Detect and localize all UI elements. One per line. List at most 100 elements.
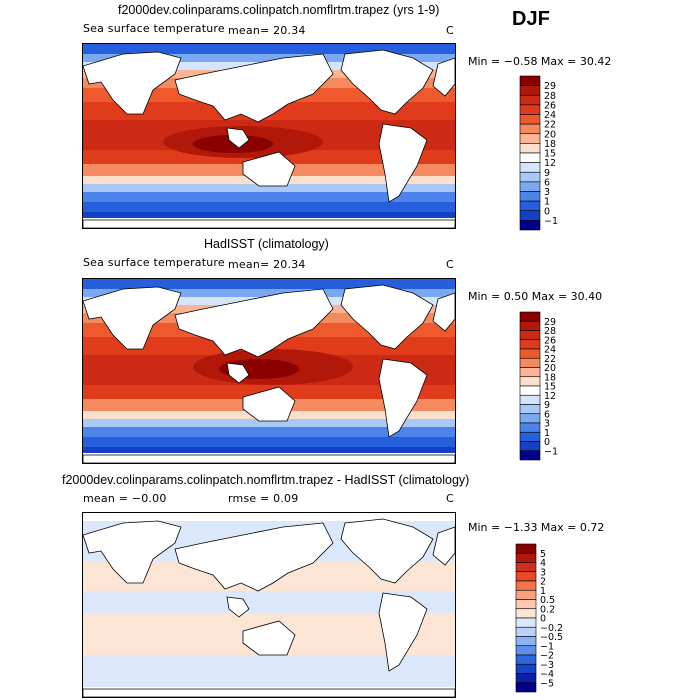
colorbar-swatch bbox=[515, 663, 537, 674]
colorbar-swatch bbox=[519, 191, 541, 202]
colorbar-swatch bbox=[515, 626, 537, 637]
panel3-colorbar: 5 4 3 2 1 0.5 0.2 0 −0.2 −0.5 −1 −2 −3 −4 −5 bbox=[515, 543, 580, 693]
colorbar-tick-label: 20 bbox=[544, 129, 556, 140]
colorbar-swatch bbox=[519, 385, 541, 396]
colorbar-swatch bbox=[519, 210, 541, 221]
colorbar-tick-label: 28 bbox=[544, 91, 556, 102]
panel1-minmax: Min = −0.58 Max = 30.42 bbox=[468, 55, 612, 68]
colorbar-swatch bbox=[519, 348, 541, 359]
colorbar-tick-label: −0.2 bbox=[540, 623, 563, 634]
colorbar-tick-label: 15 bbox=[544, 382, 556, 393]
colorbar-tick-label: 6 bbox=[544, 409, 550, 420]
colorbar-tick-label: 26 bbox=[544, 100, 556, 111]
colorbar-swatch bbox=[519, 162, 541, 173]
colorbar-swatch bbox=[519, 85, 541, 96]
colorbar-swatch bbox=[519, 357, 541, 368]
colorbar-swatch bbox=[519, 413, 541, 424]
colorbar-swatch bbox=[519, 171, 541, 183]
colorbar-tick-label: 0 bbox=[544, 437, 550, 448]
colorbar-swatch bbox=[519, 143, 541, 154]
colorbar-tick-label: 18 bbox=[544, 139, 556, 150]
colorbar-tick-label: 0.2 bbox=[540, 604, 555, 615]
colorbar-swatch bbox=[515, 562, 537, 573]
colorbar-swatch bbox=[519, 181, 541, 192]
panel2-variable-label: Sea surface temperature bbox=[83, 256, 225, 269]
colorbar-tick-label: 3 bbox=[540, 567, 546, 578]
colorbar-tick-label: 0 bbox=[540, 614, 546, 625]
colorbar-tick-label: 29 bbox=[544, 317, 556, 328]
panel2-map bbox=[82, 278, 456, 464]
season-label: DJF bbox=[512, 8, 550, 30]
panel1-units: C bbox=[446, 24, 454, 37]
colorbar-swatch bbox=[519, 114, 541, 125]
colorbar-swatch bbox=[519, 104, 541, 115]
colorbar-tick-label: 24 bbox=[544, 345, 556, 356]
colorbar-tick-label: 0 bbox=[544, 206, 550, 217]
colorbar-tick-label: 20 bbox=[544, 363, 556, 374]
colorbar-swatch bbox=[519, 441, 541, 452]
colorbar-swatch bbox=[519, 422, 541, 433]
colorbar-swatch bbox=[515, 673, 537, 684]
panel2-sst-field bbox=[83, 279, 455, 463]
colorbar-tick-label: 22 bbox=[544, 120, 556, 131]
colorbar-tick-label: 6 bbox=[544, 177, 550, 188]
colorbar-tick-label: −2 bbox=[540, 651, 554, 662]
colorbar-tick-label: 4 bbox=[540, 558, 546, 569]
colorbar-swatch bbox=[519, 220, 541, 231]
colorbar-tick-label: 2 bbox=[540, 577, 546, 588]
colorbar-swatch bbox=[519, 152, 541, 163]
colorbar-swatch bbox=[519, 404, 541, 415]
panel1-colorbar: 29 28 26 24 22 20 18 15 12 9 6 3 1 0 −1 bbox=[519, 75, 580, 231]
colorbar-swatch bbox=[515, 682, 537, 693]
colorbar-tick-label: 3 bbox=[544, 187, 550, 198]
panel1-map bbox=[82, 43, 456, 229]
panel3-minmax: Min = −1.33 Max = 0.72 bbox=[468, 521, 605, 534]
colorbar-swatch bbox=[515, 580, 537, 591]
colorbar-swatch bbox=[519, 339, 541, 350]
colorbar-swatch bbox=[519, 200, 541, 212]
colorbar-swatch bbox=[519, 450, 541, 461]
colorbar-tick-label: 28 bbox=[544, 326, 556, 337]
colorbar-swatch bbox=[519, 376, 541, 387]
colorbar-tick-label: −1 bbox=[544, 216, 558, 227]
colorbar-swatch bbox=[519, 123, 541, 135]
colorbar-tick-label: 24 bbox=[544, 110, 556, 121]
colorbar-swatch bbox=[515, 543, 537, 554]
panel3-title: f2000dev.colinparams.colinpatch.nomflrtm… bbox=[62, 473, 470, 487]
panel2-units: C bbox=[446, 258, 454, 271]
panel2-colorbar: 29 28 26 24 22 20 18 15 12 9 6 3 1 0 −1 bbox=[519, 311, 580, 461]
colorbar-swatch bbox=[519, 330, 541, 341]
colorbar-tick-label: 0.5 bbox=[540, 595, 555, 606]
colorbar-tick-label: 1 bbox=[540, 586, 546, 597]
colorbar-swatch bbox=[515, 654, 537, 665]
colorbar-tick-label: −1 bbox=[544, 446, 558, 457]
panel3-units: C bbox=[446, 492, 454, 505]
panel1-mean: mean= 20.34 bbox=[228, 24, 306, 37]
colorbar-tick-label: −3 bbox=[540, 660, 554, 671]
colorbar-swatch bbox=[519, 94, 541, 106]
colorbar-swatch bbox=[515, 589, 537, 600]
panel1-variable-label: Sea surface temperature bbox=[83, 22, 225, 35]
colorbar-tick-label: 1 bbox=[544, 197, 550, 208]
panel2-title: HadISST (climatology) bbox=[204, 237, 329, 251]
colorbar-tick-label: 5 bbox=[540, 549, 546, 560]
colorbar-tick-label: 9 bbox=[544, 400, 550, 411]
colorbar-tick-label: 9 bbox=[544, 168, 550, 179]
panel3-diff-field bbox=[83, 513, 455, 697]
colorbar-tick-label: 15 bbox=[544, 149, 556, 160]
colorbar-swatch bbox=[519, 311, 541, 322]
colorbar-tick-label: 3 bbox=[544, 419, 550, 430]
colorbar-swatch bbox=[519, 75, 541, 86]
panel3-map bbox=[82, 512, 456, 698]
colorbar-tick-label: 22 bbox=[544, 354, 556, 365]
panel2-mean: mean= 20.34 bbox=[228, 258, 306, 271]
colorbar-swatch bbox=[519, 133, 541, 144]
colorbar-tick-label: −5 bbox=[540, 678, 554, 689]
colorbar-tick-label: −1 bbox=[540, 641, 554, 652]
colorbar-swatch bbox=[519, 431, 541, 442]
panel1-title: f2000dev.colinparams.colinpatch.nomflrtm… bbox=[118, 3, 440, 17]
colorbar-tick-label: 12 bbox=[544, 158, 556, 169]
colorbar-swatch bbox=[515, 552, 537, 563]
